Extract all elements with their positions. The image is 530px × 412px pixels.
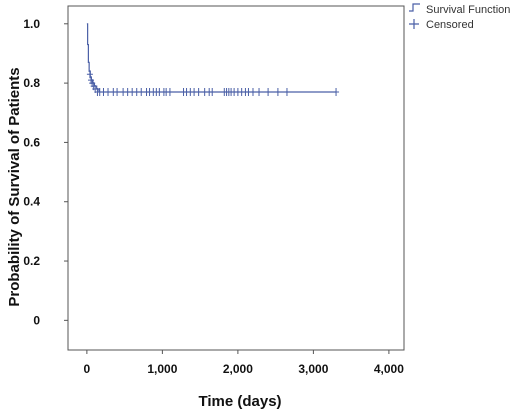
legend-censored-label: Censored: [426, 19, 474, 31]
censored-marker: [333, 88, 340, 96]
censored-marker: [105, 88, 112, 96]
y-tick-label: 0: [33, 313, 40, 327]
series-layer: [86, 23, 337, 93]
censored-marker: [114, 88, 121, 96]
y-tick-label: 0.6: [23, 135, 40, 149]
y-tick-label: 0.8: [23, 76, 40, 90]
censored-marker: [274, 88, 281, 96]
legend-censored-swatch: [409, 19, 419, 29]
y-tick-label: 0.4: [23, 195, 40, 209]
x-tick-label: 1,000: [147, 362, 177, 376]
survival-step-line: [86, 23, 337, 93]
censored-marker: [195, 88, 202, 96]
x-tick-label: 4,000: [374, 362, 404, 376]
censored-marker: [209, 88, 216, 96]
censored-marker: [138, 88, 145, 96]
y-axis-ticks: 0 0.2 0.4 0.6 0.8 1.0: [23, 17, 68, 327]
plot-frame: [67, 5, 405, 351]
censored-marker: [249, 88, 256, 96]
censored-marker: [283, 88, 290, 96]
x-axis-ticks: 0 1,000 2,000 3,000 4,000: [84, 350, 404, 376]
legend-survival-swatch: [409, 3, 420, 12]
legend: Survival Function Censored: [409, 3, 510, 31]
censored-markers: [86, 70, 340, 96]
plot-area-border: [67, 5, 405, 351]
x-tick-label: 0: [84, 362, 91, 376]
censored-marker: [256, 88, 263, 96]
censored-marker: [166, 88, 173, 96]
y-tick-label: 0.2: [23, 254, 40, 268]
x-axis-title: Time (days): [198, 393, 281, 410]
x-tick-label: 3,000: [298, 362, 328, 376]
censored-marker: [265, 88, 272, 96]
legend-survival-label: Survival Function: [426, 4, 510, 16]
censored-marker: [86, 70, 93, 79]
y-tick-label: 1.0: [23, 17, 40, 31]
x-tick-label: 2,000: [223, 362, 253, 376]
y-axis-title: Probability of Survival of Patients: [6, 67, 23, 306]
